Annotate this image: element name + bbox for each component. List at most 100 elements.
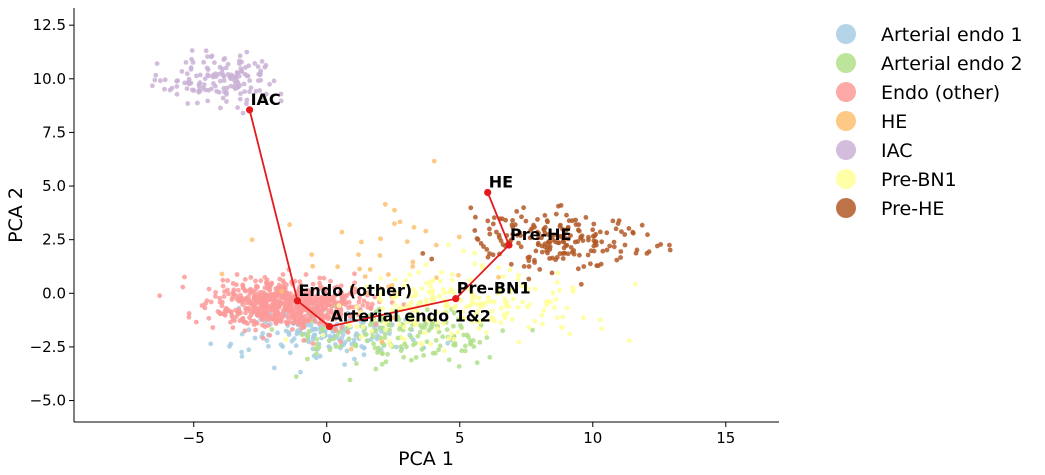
scatter-point: [242, 89, 248, 94]
scatter-point: [476, 319, 482, 324]
scatter-point: [472, 312, 478, 318]
scatter-point: [367, 322, 373, 328]
scatter-point: [363, 332, 369, 337]
scatter-point: [298, 369, 303, 375]
series-6: [420, 203, 673, 287]
trajectory-node: [245, 106, 254, 114]
scatter-point: [222, 89, 227, 95]
trajectory-label: Pre-HE: [510, 225, 571, 244]
scatter-point: [357, 295, 363, 301]
scatter-point: [287, 222, 292, 228]
scatter-point: [667, 242, 672, 248]
scatter-point: [253, 327, 258, 333]
scatter-point: [588, 261, 593, 267]
scatter-point: [174, 91, 180, 97]
scatter-point: [294, 331, 300, 337]
scatter-point: [385, 272, 391, 277]
scatter-point: [275, 304, 281, 310]
scatter-point: [373, 328, 379, 334]
scatter-point: [313, 326, 319, 332]
scatter-point: [440, 334, 446, 340]
scatter-point: [385, 351, 390, 357]
scatter-point: [386, 338, 392, 344]
scatter-point: [237, 53, 243, 59]
scatter-point: [604, 230, 610, 236]
scatter-point: [317, 286, 323, 291]
scatter-point: [431, 158, 437, 164]
scatter-point: [189, 56, 195, 62]
scatter-point: [262, 292, 267, 298]
scatter-point: [559, 325, 565, 330]
scatter-point: [260, 313, 265, 318]
scatter-point: [398, 348, 404, 354]
scatter-point: [224, 85, 230, 91]
scatter-point: [240, 282, 246, 288]
scatter-point: [317, 275, 323, 281]
scatter-point: [274, 300, 279, 306]
scatter-point: [218, 105, 223, 111]
scatter-point: [256, 71, 262, 77]
scatter-point: [458, 297, 464, 303]
scatter-point: [287, 305, 293, 310]
scatter-point: [378, 298, 384, 304]
scatter-point: [407, 326, 413, 332]
scatter-point: [468, 341, 473, 347]
scatter-point: [243, 65, 248, 70]
scatter-point: [236, 73, 242, 79]
scatter-point: [473, 214, 478, 220]
scatter-point: [360, 324, 366, 330]
scatter-point: [262, 64, 268, 70]
scatter-point: [618, 249, 624, 254]
scatter-point: [607, 243, 613, 249]
scatter-point: [279, 288, 284, 294]
scatter-point: [431, 278, 436, 283]
scatter-point: [249, 237, 255, 243]
scatter-point: [342, 295, 348, 301]
scatter-point: [271, 365, 277, 371]
scatter-point: [242, 277, 248, 282]
scatter-point: [264, 338, 270, 343]
scatter-point: [378, 335, 383, 341]
scatter-point: [492, 318, 497, 324]
scatter-point: [212, 60, 217, 65]
scatter-point: [205, 54, 210, 59]
scatter-point: [389, 307, 395, 313]
scatter-point: [239, 331, 245, 337]
axes: [73, 8, 779, 423]
scatter-point: [263, 308, 268, 313]
scatter-point: [395, 293, 401, 299]
scatter-point: [508, 261, 514, 267]
scatter-point: [377, 253, 383, 258]
scatter-point: [206, 286, 212, 292]
scatter-point: [378, 291, 384, 297]
scatter-point: [186, 311, 192, 316]
scatter-point: [430, 288, 436, 293]
scatter-point: [293, 374, 299, 379]
scatter-point: [247, 89, 252, 95]
scatter-point: [154, 61, 160, 66]
scatter-point: [498, 320, 504, 325]
scatter-point: [305, 301, 311, 306]
scatter-point: [487, 226, 492, 232]
scatter-point: [548, 299, 554, 305]
scatter-point: [597, 229, 603, 235]
scatter-point: [533, 248, 539, 254]
trajectory-label: HE: [489, 172, 513, 191]
scatter-point: [397, 321, 402, 327]
scatter-point: [468, 205, 474, 211]
scatter-point: [459, 348, 465, 354]
scatter-point: [556, 240, 562, 246]
scatter-point: [411, 342, 416, 348]
scatter-point: [307, 314, 313, 320]
scatter-point: [415, 309, 421, 315]
scatter-point: [390, 288, 396, 293]
scatter-point: [247, 287, 253, 293]
scatter-point: [556, 203, 561, 209]
scatter-point: [219, 271, 225, 277]
scatter-point: [511, 296, 516, 302]
scatter-point: [487, 231, 493, 237]
scatter-point: [331, 336, 337, 342]
scatter-point: [490, 252, 496, 258]
scatter-point: [372, 345, 378, 351]
scatter-point: [437, 343, 443, 349]
